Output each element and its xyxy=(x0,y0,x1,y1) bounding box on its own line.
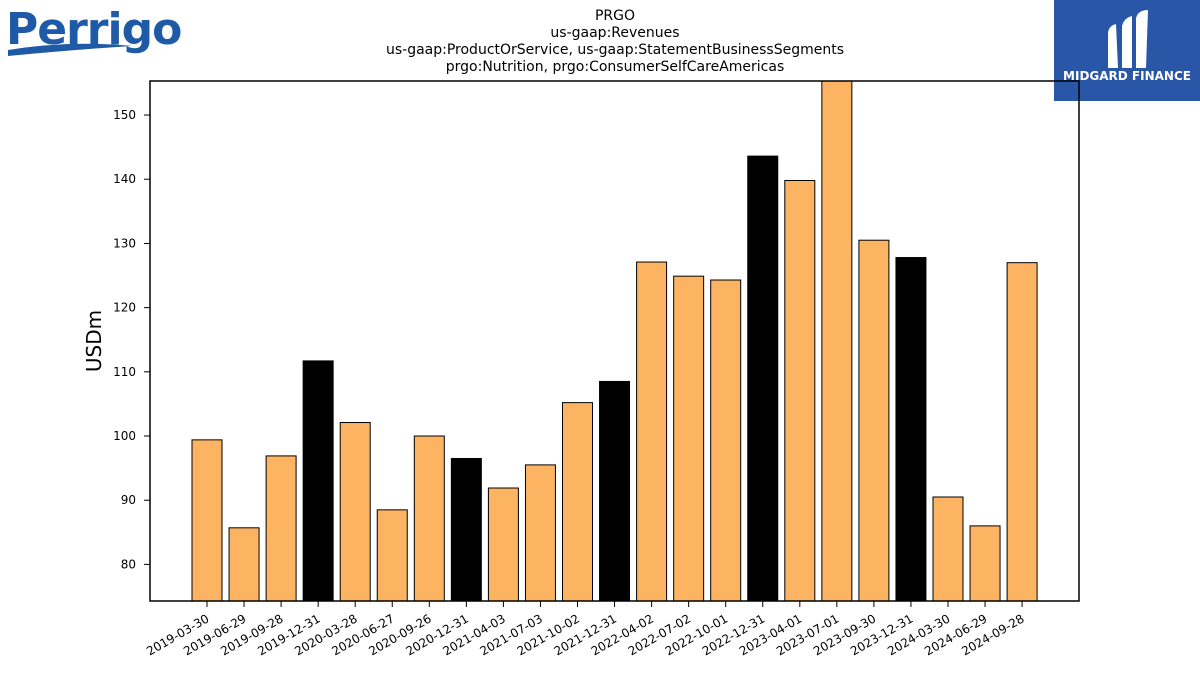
bar-2023-12-31 xyxy=(895,257,927,602)
bar-2022-12-31 xyxy=(747,155,779,602)
bar-2022-04-02 xyxy=(636,261,668,602)
x-axis-ticks: 2019-03-302019-06-292019-09-282019-12-31… xyxy=(144,601,1027,658)
publisher-logo-mark xyxy=(1108,10,1148,68)
title-line: us-gaap:Revenues xyxy=(550,25,679,41)
company-logo: Perrigo xyxy=(6,4,182,56)
bar-2019-12-31 xyxy=(302,360,334,602)
bar-2023-09-30 xyxy=(858,239,890,602)
title-line: prgo:Nutrition, prgo:ConsumerSelfCareAme… xyxy=(446,59,785,75)
bar-2021-10-02 xyxy=(562,402,593,602)
y-tick-label: 80 xyxy=(121,557,136,571)
bar-2024-03-30 xyxy=(932,496,964,602)
company-logo-swoosh xyxy=(8,43,132,56)
chart-title: PRGOus-gaap:Revenuesus-gaap:ProductOrSer… xyxy=(386,8,844,75)
bar-2021-04-03 xyxy=(487,487,519,602)
bar-2023-07-01 xyxy=(821,80,853,602)
bars-group xyxy=(191,80,1038,602)
title-line: PRGO xyxy=(595,8,635,24)
bar-2019-09-28 xyxy=(265,455,297,602)
bar-2020-06-27 xyxy=(376,509,408,602)
bar-2024-06-29 xyxy=(969,525,1001,602)
plot-frame xyxy=(149,80,1080,602)
y-axis-label: USDm xyxy=(82,310,106,372)
bar-2023-04-01 xyxy=(784,180,816,602)
y-tick-label: 120 xyxy=(113,301,136,315)
bar-2021-12-31 xyxy=(599,380,631,602)
bar-2020-09-26 xyxy=(413,435,445,602)
bar-2024-09-28 xyxy=(1006,262,1038,602)
bar-2022-07-02 xyxy=(673,275,705,602)
publisher-logo-text: MIDGARD FINANCE xyxy=(1063,69,1191,83)
bar-2019-03-30 xyxy=(191,439,223,602)
bar-2021-07-03 xyxy=(524,464,556,602)
y-tick-label: 140 xyxy=(113,172,136,186)
y-tick-label: 130 xyxy=(113,236,136,250)
y-tick-label: 100 xyxy=(113,429,136,443)
bar-2019-06-29 xyxy=(228,527,260,602)
y-tick-label: 150 xyxy=(113,108,136,122)
bar-2020-03-28 xyxy=(339,422,371,602)
y-axis-ticks: 80 90 100 110 120 130 140 150 xyxy=(113,108,150,571)
y-tick-label: 110 xyxy=(113,365,136,379)
bar-2022-10-01 xyxy=(710,279,742,602)
title-line: us-gaap:ProductOrService, us-gaap:Statem… xyxy=(386,42,844,58)
bar-2020-12-31 xyxy=(450,457,482,602)
y-tick-label: 90 xyxy=(121,493,136,507)
publisher-logo: MIDGARD FINANCE xyxy=(1054,0,1200,101)
